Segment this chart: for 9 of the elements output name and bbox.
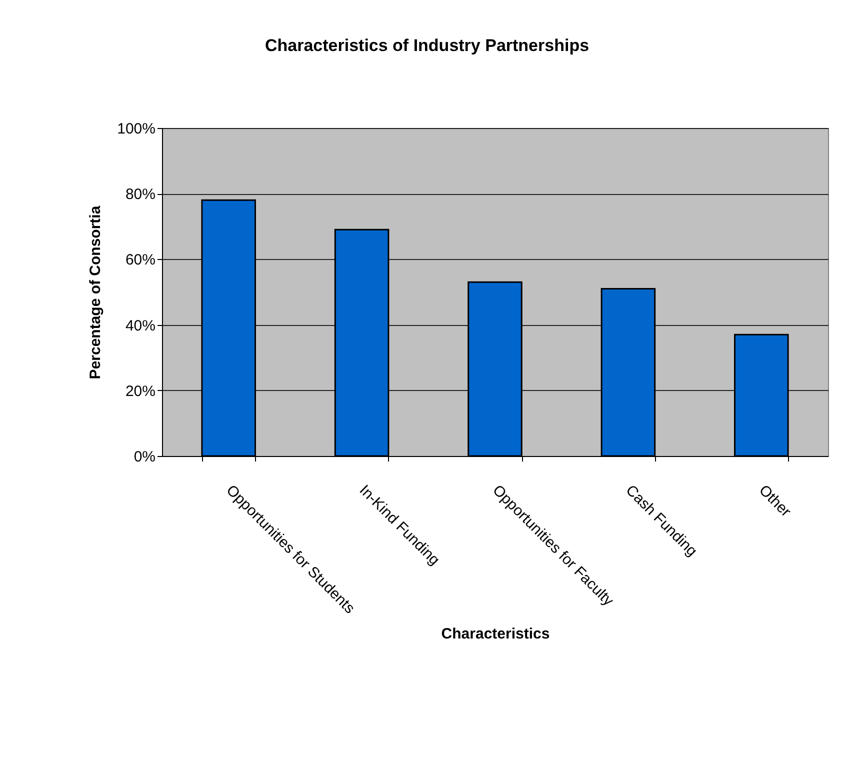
y-tick-label: 40%: [125, 317, 156, 334]
y-tick-label: 80%: [125, 186, 156, 204]
y-tick-label: 100%: [117, 120, 156, 138]
y-axis-title: Percentage of Consortia: [87, 205, 104, 380]
chart-title: Characteristics of Industry Partnerships: [264, 36, 590, 55]
y-tick-label: 0%: [134, 448, 156, 466]
y-tick-label: 60%: [125, 252, 156, 269]
y-tick-label: 20%: [125, 382, 156, 400]
x-axis-title: Characteristics: [441, 625, 550, 642]
